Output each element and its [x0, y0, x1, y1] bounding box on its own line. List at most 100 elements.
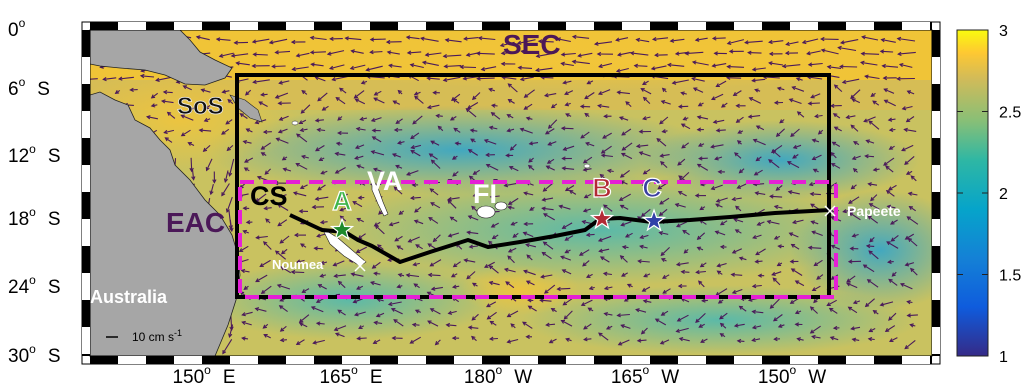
- velocity-arrow: [349, 64, 366, 71]
- velocity-arrow: [865, 139, 875, 144]
- velocity-arrow: [636, 338, 647, 343]
- velocity-arrow: [643, 273, 651, 278]
- velocity-arrow: [717, 169, 725, 174]
- velocity-arrow: [907, 191, 918, 196]
- velocity-arrow: [755, 156, 762, 162]
- frame-segment: [202, 22, 230, 30]
- velocity-arrow: [562, 145, 575, 151]
- velocity-arrow: [580, 131, 590, 139]
- velocity-arrow: [222, 339, 233, 355]
- velocity-arrow: [338, 87, 347, 94]
- velocity-arrow: [233, 40, 249, 45]
- frame-segment: [82, 111, 90, 138]
- velocity-arrow: [752, 234, 762, 240]
- velocity-arrow: [523, 221, 534, 227]
- sos-label: SoS: [177, 93, 224, 120]
- scale-vector-label: 10 cm s: [132, 330, 174, 344]
- velocity-arrow: [385, 39, 402, 45]
- velocity-arrow: [602, 204, 613, 212]
- velocity-arrow: [897, 51, 916, 57]
- velocity-arrow: [568, 189, 577, 195]
- velocity-arrow: [662, 274, 670, 279]
- velocity-arrow: [356, 164, 365, 169]
- velocity-arrow: [715, 80, 727, 88]
- velocity-arrow: [191, 169, 196, 181]
- velocity-arrow: [682, 229, 690, 236]
- velocity-arrow: [796, 337, 804, 342]
- velocity-arrow: [906, 313, 918, 318]
- velocity-arrow: [525, 280, 535, 286]
- velocity-arrow: [615, 37, 629, 42]
- velocity-arrow: [868, 120, 880, 130]
- velocity-arrow: [908, 205, 917, 212]
- noumea-marker: [354, 260, 366, 272]
- velocity-arrow: [870, 92, 876, 97]
- frame-segment: [650, 22, 678, 30]
- velocity-arrow: [633, 63, 648, 68]
- velocity-arrow: [117, 76, 134, 81]
- velocity-arrow: [225, 196, 233, 213]
- velocity-arrow: [466, 230, 479, 235]
- velocity-arrow: [775, 184, 783, 191]
- velocity-arrow: [467, 215, 479, 221]
- velocity-arrow: [163, 129, 175, 135]
- velocity-arrow: [215, 37, 231, 42]
- velocity-arrow: [506, 128, 515, 133]
- velocity-arrow: [242, 229, 249, 234]
- velocity-arrow: [547, 141, 557, 146]
- velocity-arrow: [638, 151, 651, 157]
- velocity-arrow: [791, 86, 805, 92]
- velocity-arrow: [486, 311, 497, 320]
- velocity-arrow: [657, 183, 667, 190]
- velocity-arrow: [395, 118, 403, 124]
- australia-landmass: [90, 91, 241, 356]
- velocity-arrow: [747, 114, 761, 119]
- velocity-arrow: [519, 76, 534, 82]
- velocity-arrow: [516, 39, 536, 45]
- frame-segment: [932, 192, 940, 219]
- y-tick-label: 30o S: [8, 342, 61, 367]
- velocity-arrow: [850, 184, 857, 190]
- velocity-arrow: [227, 98, 234, 105]
- velocity-arrow: [811, 154, 822, 161]
- velocity-arrow: [626, 283, 633, 288]
- map-frame: [81, 21, 941, 365]
- velocity-arrow: [641, 286, 651, 292]
- velocity-arrow: [887, 259, 894, 265]
- velocity-arrow: [278, 305, 288, 313]
- velocity-arrow: [860, 60, 878, 66]
- velocity-arrow: [642, 96, 651, 104]
- velocity-arrow: [449, 116, 457, 121]
- velocity-arrow: [356, 336, 367, 341]
- velocity-arrow: [421, 60, 439, 66]
- velocity-arrow: [754, 88, 761, 93]
- velocity-arrow: [371, 261, 381, 269]
- velocity-arrow: [807, 101, 820, 106]
- velocity-arrow: [228, 158, 235, 177]
- velocity-arrow: [337, 193, 348, 201]
- velocity-arrow: [204, 105, 211, 110]
- velocity-arrow: [565, 113, 572, 118]
- velocity-arrow: [255, 193, 267, 203]
- velocity-arrow: [414, 206, 422, 213]
- velocity-arrow: [541, 206, 554, 211]
- frame-segment: [594, 22, 622, 30]
- velocity-arrow: [776, 86, 785, 91]
- velocity-arrow: [276, 283, 291, 290]
- velocity-arrow: [675, 327, 689, 333]
- velocity-arrow: [659, 197, 670, 205]
- velocity-arrow: [864, 74, 880, 80]
- velocity-arrow: [769, 298, 780, 309]
- frame-segment: [932, 273, 940, 300]
- velocity-arrow: [405, 35, 420, 40]
- velocity-arrow: [429, 308, 441, 315]
- velocity-arrow: [480, 66, 497, 72]
- velocity-arrow: [714, 156, 723, 161]
- velocity-arrow: [730, 272, 743, 277]
- velocity-arrow: [221, 183, 230, 197]
- velocity-arrow: [449, 216, 458, 222]
- velocity-arrow: [755, 248, 766, 256]
- frame-segment: [258, 22, 286, 30]
- frame-segment: [650, 356, 678, 364]
- velocity-arrow: [660, 310, 669, 316]
